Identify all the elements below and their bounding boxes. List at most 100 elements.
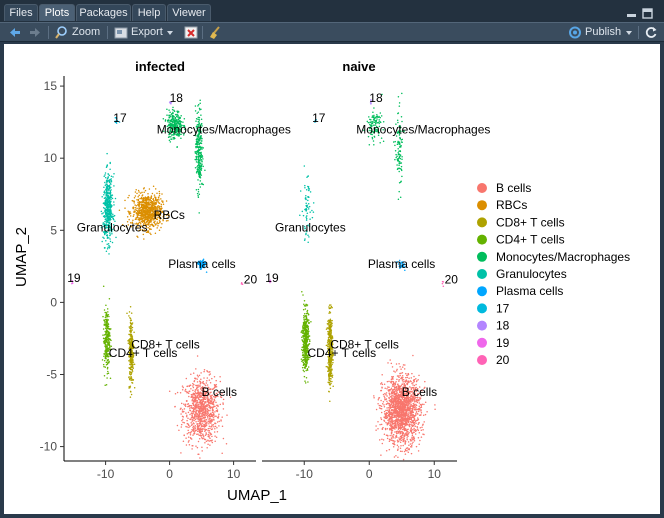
export-button[interactable]: Export: [114, 24, 176, 41]
point: [209, 397, 212, 399]
point: [103, 323, 106, 326]
publish-button[interactable]: Publish: [568, 24, 634, 41]
point: [107, 334, 109, 336]
point: [109, 215, 112, 217]
point: [148, 188, 151, 190]
point: [204, 395, 206, 398]
point: [398, 438, 401, 440]
point: [219, 375, 221, 378]
point: [103, 191, 106, 194]
point: [146, 208, 148, 211]
point: [419, 426, 422, 429]
point: [199, 388, 202, 390]
point: [417, 429, 420, 432]
point: [216, 404, 218, 407]
cluster-label: 19: [67, 271, 81, 285]
point: [151, 213, 153, 215]
point: [142, 223, 145, 225]
tab-help[interactable]: Help: [132, 4, 166, 21]
point: [396, 368, 398, 371]
point: [156, 222, 158, 225]
point: [412, 428, 414, 431]
point: [389, 407, 391, 410]
point: [205, 412, 208, 414]
point: [214, 396, 216, 399]
point: [205, 410, 207, 413]
point: [408, 405, 410, 407]
point: [142, 224, 145, 227]
clear-plots-button[interactable]: [208, 24, 222, 41]
point: [193, 423, 195, 425]
minimize-icon[interactable]: [626, 6, 637, 17]
toolbar-separator: [638, 26, 639, 39]
point: [102, 328, 105, 330]
point: [386, 380, 389, 383]
point: [200, 151, 202, 154]
point: [174, 116, 176, 119]
point: [383, 433, 386, 436]
point: [197, 411, 200, 413]
point: [106, 372, 109, 375]
point: [141, 215, 143, 217]
tab-viewer[interactable]: Viewer: [167, 4, 211, 21]
point: [404, 415, 406, 418]
point: [390, 425, 393, 428]
zoom-button[interactable]: Zoom: [55, 24, 103, 41]
point: [199, 402, 201, 404]
tab-plots[interactable]: Plots: [39, 4, 75, 21]
point: [187, 392, 190, 395]
point: [411, 407, 413, 410]
point: [212, 411, 214, 414]
back-arrow-icon[interactable]: [8, 24, 22, 41]
point: [196, 396, 199, 398]
cluster-label: 20: [244, 273, 258, 287]
point: [204, 401, 207, 403]
point: [109, 192, 111, 195]
point: [396, 389, 399, 391]
point: [182, 440, 185, 443]
point: [106, 203, 109, 206]
point: [413, 419, 415, 422]
point: [176, 113, 179, 116]
point: [200, 114, 202, 116]
point: [401, 422, 403, 424]
point: [385, 392, 388, 394]
point: [212, 400, 215, 403]
point: [109, 218, 112, 220]
point: [107, 242, 110, 245]
point: [137, 199, 140, 202]
point: [111, 197, 114, 200]
point: [380, 454, 382, 456]
point: [125, 226, 128, 228]
point: [397, 398, 400, 401]
tab-packages[interactable]: Packages: [76, 4, 131, 21]
forward-arrow-icon[interactable]: [28, 24, 42, 41]
point: [405, 433, 407, 436]
point: [199, 136, 202, 139]
point: [390, 424, 392, 426]
point: [205, 432, 207, 434]
point: [165, 220, 168, 222]
point: [212, 401, 215, 404]
point: [391, 414, 394, 416]
point: [107, 331, 109, 333]
point: [169, 111, 171, 113]
point: [395, 432, 398, 435]
point: [395, 410, 398, 412]
maximize-icon[interactable]: [642, 6, 653, 19]
refresh-button[interactable]: [644, 24, 658, 41]
remove-plot-button[interactable]: [184, 24, 198, 41]
point: [105, 361, 108, 364]
point: [126, 312, 128, 314]
point: [404, 440, 407, 443]
point: [131, 381, 133, 384]
point: [110, 195, 113, 197]
point: [197, 420, 199, 423]
point: [209, 417, 211, 419]
point: [108, 188, 110, 190]
point: [174, 405, 176, 408]
point: [131, 368, 134, 371]
tab-files[interactable]: Files: [4, 4, 38, 21]
point: [155, 202, 158, 204]
point: [391, 427, 394, 430]
